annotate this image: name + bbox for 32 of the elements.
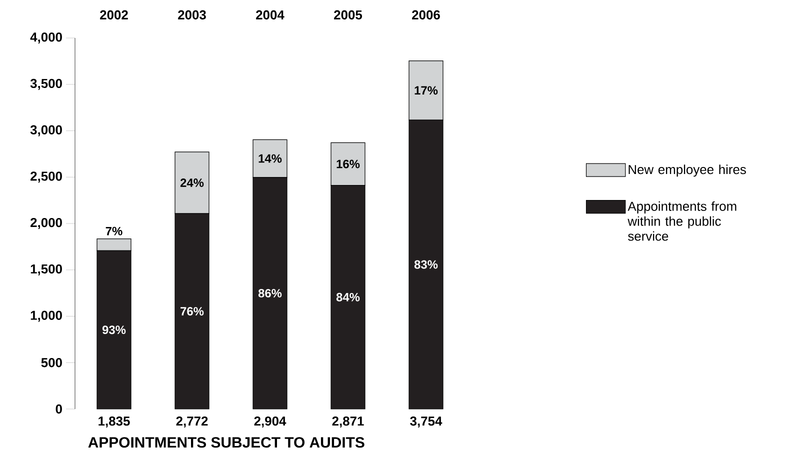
total-label: 1,835 — [98, 416, 130, 428]
legend-label: Appointments from within the public service — [628, 201, 736, 241]
x-tick-label: 2006 — [412, 10, 440, 20]
legend-label: New employee hires — [628, 164, 746, 177]
y-tick-label: 1,500 — [30, 264, 62, 276]
annotation: 93% — [102, 326, 126, 334]
total-label: 2,904 — [254, 416, 286, 428]
x-tick-label: 2003 — [178, 10, 206, 20]
total-label: 2,772 — [176, 416, 208, 428]
y-tick-label: 2,500 — [30, 172, 62, 183]
y-tick-label: 3,000 — [30, 125, 62, 136]
annotation: 83% — [414, 260, 438, 269]
annotation: 24% — [180, 178, 204, 187]
annotation: 17% — [414, 86, 438, 95]
y-tick-label: 500 — [41, 358, 62, 368]
x-tick-label: 2005 — [334, 10, 362, 20]
y-tick-label: 4,000 — [30, 32, 62, 44]
x-axis-title: APPOINTMENTS SUBJECT TO AUDITS — [88, 437, 364, 448]
annotation: 84% — [336, 292, 360, 302]
annotation: 76% — [180, 307, 204, 316]
y-tick-label: 1,000 — [30, 310, 62, 322]
annotation: 86% — [258, 288, 282, 298]
total-label: 2,871 — [332, 416, 364, 428]
x-tick-label: 2004 — [256, 10, 284, 20]
y-tick-label: 3,500 — [30, 78, 62, 90]
annotation: 7% — [106, 226, 122, 236]
annotation: 14% — [258, 154, 282, 163]
y-tick-label: 0 — [56, 404, 62, 414]
total-label: 3,754 — [410, 416, 442, 428]
annotation: 16% — [336, 160, 360, 168]
x-tick-label: 2002 — [100, 10, 128, 20]
y-tick-label: 2,000 — [30, 218, 62, 230]
